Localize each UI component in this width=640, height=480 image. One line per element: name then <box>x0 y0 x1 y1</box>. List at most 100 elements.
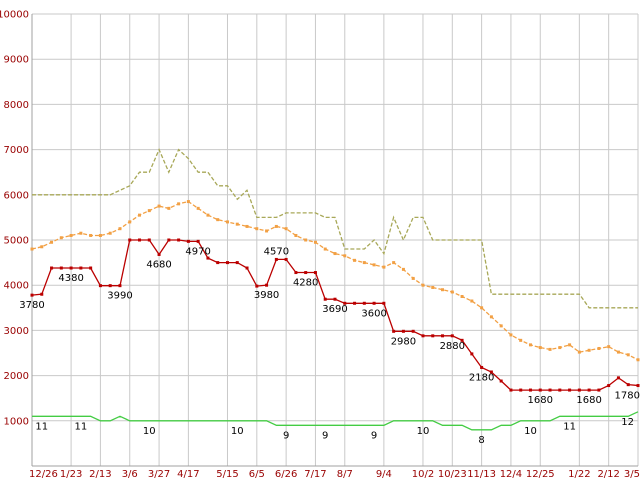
series-average-price-marker <box>538 346 542 350</box>
series-average-price-marker <box>245 224 249 228</box>
series-average-price-marker <box>89 233 93 237</box>
lowest-price-point-label: 2880 <box>440 341 465 352</box>
series-lowest-price-marker <box>147 238 151 242</box>
series-lowest-price-marker <box>265 283 269 287</box>
y-axis-tick-label: 7000 <box>4 145 29 156</box>
series-average-price-marker <box>255 227 259 231</box>
x-axis-tick-label: 6/26 <box>275 469 297 480</box>
series-lowest-price-marker <box>401 329 405 333</box>
series-average-price-marker <box>30 247 34 251</box>
series-average-price-marker <box>353 258 357 262</box>
series-lowest-price-marker <box>255 284 259 288</box>
series-average-price-marker <box>186 200 190 204</box>
store-count-label: 11 <box>75 421 88 432</box>
series-lowest-price-marker <box>421 334 425 338</box>
series-average-price-marker <box>284 227 288 231</box>
series-highest-price-line <box>32 147 638 309</box>
series-lowest-price-marker <box>372 301 376 305</box>
lowest-price-point-label: 4380 <box>58 273 83 284</box>
series-lowest-price-marker <box>509 388 513 392</box>
x-axis-tick-label: 2/12 <box>597 469 619 480</box>
lowest-price-point-label: 3990 <box>107 291 132 302</box>
series-average-price-marker <box>577 350 581 354</box>
series-lowest-price-marker <box>431 334 435 338</box>
series-lowest-price-marker <box>313 271 317 275</box>
series-average-price-marker <box>431 285 435 289</box>
series-lowest-price-marker <box>40 292 44 296</box>
series-store-count-x100-line <box>32 411 639 431</box>
series-average-price-marker <box>441 288 445 292</box>
series-average-price-marker <box>196 206 200 210</box>
lowest-price-point-label: 3600 <box>361 308 386 319</box>
series-average-price-marker <box>558 346 562 350</box>
x-axis-tick-label: 12/4 <box>500 469 522 480</box>
series-lowest-price-marker <box>274 257 278 261</box>
series-lowest-price-marker <box>216 261 220 265</box>
series-lowest-price-marker <box>157 252 161 256</box>
series-average-price-marker <box>167 206 171 210</box>
series-lowest-price-marker <box>108 284 112 288</box>
series-average-price-marker <box>304 238 308 242</box>
series-average-price-marker <box>568 343 572 347</box>
x-axis-tick-label: 3/6 <box>122 469 138 480</box>
y-axis-tick-label: 1000 <box>4 416 29 427</box>
x-axis-tick-label: 4/17 <box>177 469 199 480</box>
series-average-price-marker <box>362 261 366 265</box>
x-axis-tick-label: 9/4 <box>376 469 392 480</box>
series-average-price-marker <box>343 254 347 258</box>
series-average-price-marker <box>382 265 386 269</box>
series-average-price-marker <box>411 276 415 280</box>
store-count-label: 8 <box>478 435 484 446</box>
series-average-price-marker <box>177 202 181 206</box>
series-average-price-marker <box>206 213 210 217</box>
series-lowest-price-marker <box>138 238 142 242</box>
series-average-price-marker <box>460 295 464 298</box>
series-average-price-marker <box>499 324 503 328</box>
lowest-price-point-label: 3690 <box>322 304 347 315</box>
x-axis-tick-label: 5/15 <box>216 469 238 480</box>
store-count-label: 9 <box>283 430 289 441</box>
y-axis-tick-label: 9000 <box>4 55 29 66</box>
series-average-price-marker <box>59 236 63 240</box>
series-lowest-price-marker <box>538 388 542 392</box>
store-count-label: 10 <box>524 426 537 437</box>
series-average-price-marker <box>401 267 405 271</box>
x-axis-tick-label: 3/27 <box>148 469 170 480</box>
y-axis-tick-label: 8000 <box>4 100 29 111</box>
series-lowest-price-marker <box>343 301 347 305</box>
lowest-price-point-label: 1780 <box>615 391 640 402</box>
series-average-price-marker <box>480 306 484 310</box>
series-average-price-marker <box>50 240 54 244</box>
series-lowest-price-marker <box>577 388 581 392</box>
series-lowest-price-marker <box>558 388 562 392</box>
series-average-price-marker <box>98 233 102 237</box>
x-axis-tick-label: 3/5 <box>624 469 640 480</box>
lowest-price-point-label: 2180 <box>469 372 494 383</box>
series-average-price-line <box>31 200 639 361</box>
x-axis-tick-label: 1/23 <box>60 469 82 480</box>
series-average-price-marker <box>128 220 132 224</box>
series-lowest-price-marker <box>353 301 357 305</box>
x-axis-tick-label: 1/22 <box>568 469 590 480</box>
series-lowest-price-marker <box>206 256 210 260</box>
series-average-price-marker <box>79 231 83 235</box>
series-lowest-price-marker <box>284 257 288 261</box>
series-lowest-price-marker <box>245 266 249 270</box>
series-lowest-price-marker <box>499 379 503 383</box>
series-lowest-price-marker <box>587 388 591 392</box>
series-lowest-price-marker <box>616 376 620 380</box>
series-average-price-marker <box>235 222 239 226</box>
series-average-price-marker <box>313 240 317 244</box>
series-average-price-marker <box>450 290 454 294</box>
lowest-price-point-label: 4280 <box>293 278 318 289</box>
series-average-price-marker <box>392 261 396 265</box>
lowest-price-point-label: 3780 <box>19 300 44 311</box>
series-average-price-marker <box>519 338 523 342</box>
series-average-price-marker <box>294 233 298 237</box>
x-axis-tick-label: 10/2 <box>412 469 434 480</box>
series-lowest-price-marker <box>519 388 523 392</box>
series-lowest-price-marker <box>69 266 73 270</box>
series-lowest-price-marker <box>196 239 200 243</box>
series-average-price-marker <box>470 299 474 303</box>
y-axis-tick-label: 6000 <box>4 190 29 201</box>
